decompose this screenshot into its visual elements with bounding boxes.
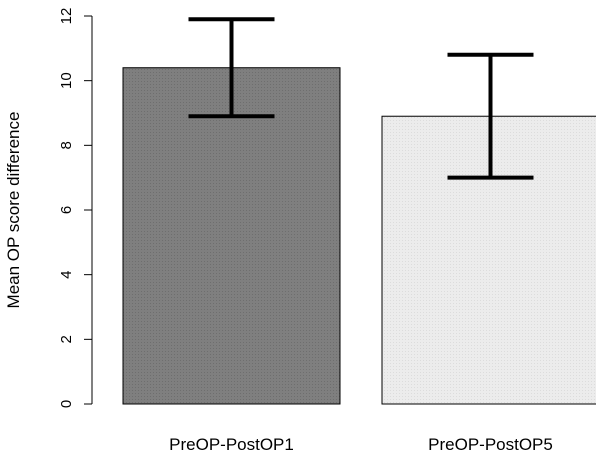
y-axis-title: Mean OP score difference: [4, 112, 23, 309]
y-tick-label: 6: [58, 206, 75, 214]
y-tick-label: 8: [58, 141, 75, 149]
category-label: PreOP-PostOP5: [428, 435, 553, 454]
y-tick-label: 12: [58, 8, 75, 25]
error-bars: [188, 17, 534, 180]
y-tick-label: 10: [58, 72, 75, 89]
y-tick-label: 0: [58, 400, 75, 408]
y-axis: 0 2 4 6 8 10 12: [58, 8, 93, 408]
category-labels: PreOP-PostOP1 PreOP-PostOP5: [169, 435, 553, 454]
y-tick-label: 4: [58, 270, 75, 278]
bar: [122, 67, 341, 405]
y-tick-label: 2: [58, 335, 75, 343]
category-label: PreOP-PostOP1: [169, 435, 294, 454]
